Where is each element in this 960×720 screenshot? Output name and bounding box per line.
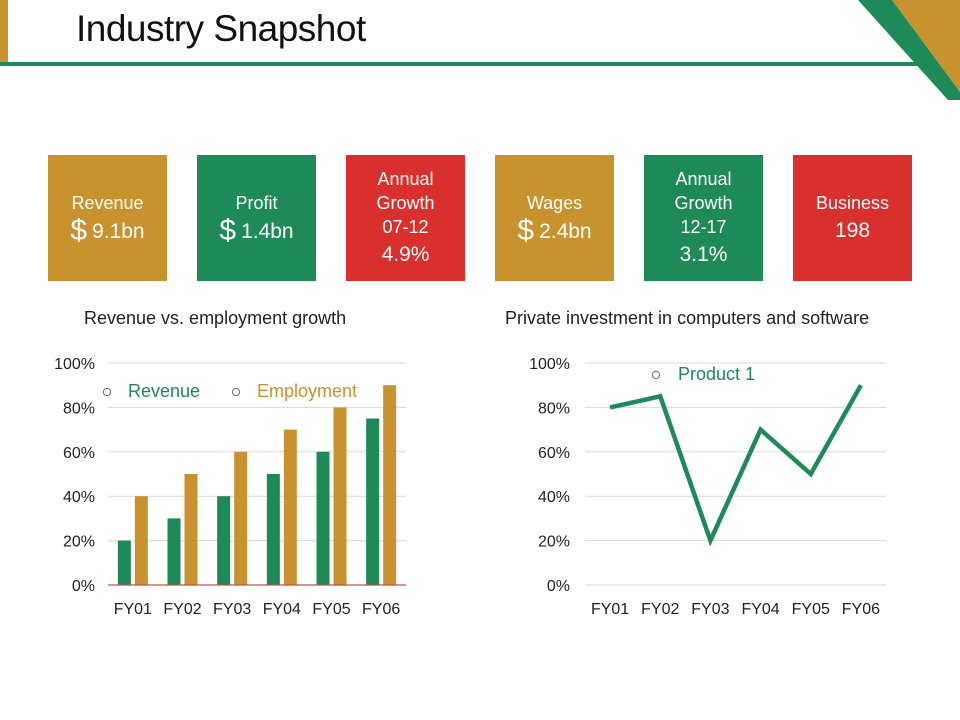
bar-employment-fy02 xyxy=(184,474,198,585)
x-tick-label: FY04 xyxy=(741,601,779,618)
bar-employment-fy05 xyxy=(333,407,347,585)
legend-label-employment: Employment xyxy=(257,381,357,401)
dollar-icon: $ xyxy=(70,213,88,247)
series-line-product-1 xyxy=(609,384,863,547)
x-tick-label: FY03 xyxy=(691,601,729,618)
card-profit: Profit $1.4bn xyxy=(197,155,316,281)
legend-label-product-1: Product 1 xyxy=(678,364,755,384)
card-label: Business xyxy=(815,193,890,213)
card-value: 4.9% xyxy=(381,243,430,266)
bar-revenue-fy06 xyxy=(366,418,380,585)
y-tick-label: 100% xyxy=(54,356,95,373)
bar-revenue-fy02 xyxy=(167,518,181,585)
card-label: Profit xyxy=(235,192,278,213)
card-annual-growth-12-17: Annual Growth 12-17 3.1% xyxy=(644,155,763,281)
y-tick-label: 0% xyxy=(547,578,570,595)
bar-employment-fy04 xyxy=(283,429,297,585)
y-tick-label: 60% xyxy=(63,445,95,462)
bar-revenue-fy05 xyxy=(316,451,330,585)
card-label: Annual Growth 07-12 xyxy=(376,169,435,237)
x-tick-label: FY04 xyxy=(263,601,301,618)
y-tick-label: 60% xyxy=(538,445,570,462)
card-label: Revenue xyxy=(71,192,144,213)
x-tick-label: FY02 xyxy=(163,601,201,618)
x-tick-label: FY05 xyxy=(312,601,350,618)
x-tick-label: FY02 xyxy=(641,601,679,618)
x-tick-label: FY03 xyxy=(213,601,251,618)
x-tick-label: FY01 xyxy=(591,601,629,618)
y-tick-label: 100% xyxy=(529,356,570,373)
card-business: Business 198 xyxy=(793,155,912,281)
bar-revenue-fy03 xyxy=(217,496,231,585)
card-value: $9.1bn xyxy=(70,213,145,247)
card-label: Annual Growth 12-17 xyxy=(674,169,733,237)
x-tick-label: FY05 xyxy=(792,601,830,618)
y-tick-label: 40% xyxy=(63,489,95,506)
x-tick-label: FY01 xyxy=(114,601,152,618)
bar-employment-fy06 xyxy=(383,385,397,585)
card-value: 3.1% xyxy=(679,243,728,266)
y-tick-label: 0% xyxy=(72,578,95,595)
card-revenue: Revenue $9.1bn xyxy=(48,155,167,281)
bar-chart-title: Revenue vs. employment growth xyxy=(84,308,347,328)
y-tick-label: 20% xyxy=(63,534,95,551)
dollar-icon: $ xyxy=(517,213,535,247)
card-value-text: 2.4bn xyxy=(539,219,592,243)
bar-employment-fy03 xyxy=(234,451,248,585)
title-accent-bar xyxy=(0,0,8,62)
card-wages: Wages $2.4bn xyxy=(495,155,614,281)
bar-revenue-fy01 xyxy=(117,540,131,585)
dollar-icon: $ xyxy=(219,213,237,247)
card-value: 198 xyxy=(834,219,871,242)
y-tick-label: 40% xyxy=(538,489,570,506)
card-value-text: 1.4bn xyxy=(241,219,294,243)
bar-employment-fy01 xyxy=(134,496,148,585)
legend-marker-icon xyxy=(102,387,112,397)
y-tick-label: 80% xyxy=(538,400,570,417)
legend-marker-icon xyxy=(651,370,661,380)
line-chart-title: Private investment in computers and soft… xyxy=(505,308,870,328)
y-tick-label: 20% xyxy=(538,534,570,551)
page-title: Industry Snapshot xyxy=(76,8,366,49)
bar-revenue-fy04 xyxy=(266,474,280,585)
corner-green-stripe xyxy=(858,0,960,100)
legend-marker-icon xyxy=(231,387,241,397)
card-annual-growth-07-12: Annual Growth 07-12 4.9% xyxy=(346,155,465,281)
x-tick-label: FY06 xyxy=(842,601,880,618)
card-value: $2.4bn xyxy=(517,213,592,247)
card-label: Wages xyxy=(526,192,583,213)
y-tick-label: 80% xyxy=(63,400,95,417)
card-value: $1.4bn xyxy=(219,213,294,247)
corner-decoration xyxy=(858,0,960,100)
x-tick-label: FY06 xyxy=(362,601,400,618)
title-underline xyxy=(0,62,920,66)
legend-label-revenue: Revenue xyxy=(128,381,200,401)
card-value-text: 9.1bn xyxy=(92,219,145,243)
